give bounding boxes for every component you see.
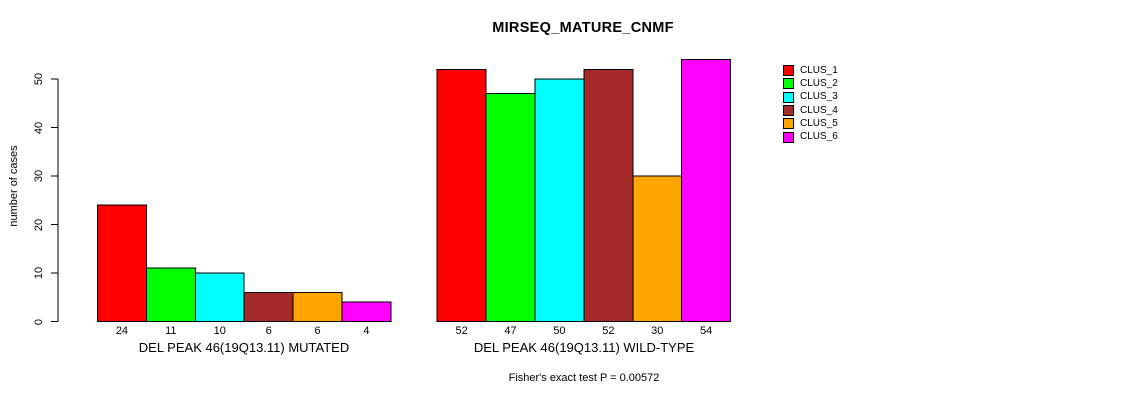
bar-value-label: 52 [602,325,615,337]
bar-value-label: 6 [314,325,321,337]
bar-clus_4-group1 [583,68,634,322]
legend: CLUS_1 CLUS_2 CLUS_3 CLUS_4 CLUS_5 CLUS_6 [783,64,838,144]
x-axis-group-label-mutated: DEL PEAK 46(19Q13.11) MUTATED [138,340,350,355]
legend-label: CLUS_2 [800,77,838,89]
legend-swatch-icon [783,131,794,143]
legend-swatch-icon [783,78,794,90]
legend-item-clus_4: CLUS_4 [783,104,838,117]
bar-value-label: 6 [265,325,272,337]
bar-value-label: 52 [455,325,468,337]
y-axis-tick-label: 50 [33,72,45,86]
bar-clus_6-group0 [341,301,392,323]
bar-value-label: 10 [213,325,226,337]
bar-value-label: 24 [115,325,129,337]
y-axis-tick-label: 30 [33,169,45,183]
y-axis-tick-label: 0 [33,318,45,325]
bar-value-label: 50 [553,325,566,337]
y-axis-tick-label: 20 [33,218,45,231]
legend-label: CLUS_4 [800,104,838,116]
legend-swatch-icon [783,65,794,77]
bar-clus_3-group0 [194,272,245,322]
legend-item-clus_6: CLUS_6 [783,131,838,144]
bar-clus_2-group0 [145,267,196,322]
legend-label: CLUS_1 [800,64,838,76]
legend-label: CLUS_5 [800,117,838,129]
legend-label: CLUS_3 [800,91,838,103]
bar-value-label: 30 [651,325,664,337]
bar-value-label: 4 [363,325,370,337]
bar-clus_5-group0 [292,291,343,322]
bar-clus_2-group1 [485,93,536,322]
legend-item-clus_3: CLUS_3 [783,91,838,104]
bar-clus_5-group1 [632,175,683,322]
bar-clus_3-group1 [534,78,585,322]
x-axis-group-label-wildtype: DEL PEAK 46(19Q13.11) WILD-TYPE [473,340,695,355]
bar-clus_4-group0 [243,291,294,322]
legend-item-clus_5: CLUS_5 [783,117,838,130]
legend-label: CLUS_6 [800,131,838,143]
bar-value-label: 54 [700,325,713,337]
bar-clus_6-group1 [681,59,732,322]
y-axis-tick-label: 40 [33,121,45,134]
bar-value-label: 47 [504,325,517,337]
chart-title: MIRSEQ_MATURE_CNMF [492,20,674,36]
bar-clus_1-group0 [97,204,147,323]
legend-item-clus_2: CLUS_2 [783,77,838,90]
legend-item-clus_1: CLUS_1 [783,64,838,77]
bar-value-label: 11 [165,325,177,337]
legend-swatch-icon [783,91,794,103]
y-axis-tick-label: 10 [33,266,45,280]
legend-swatch-icon [783,118,794,130]
legend-swatch-icon [783,105,794,117]
fisher-test-annotation: Fisher's exact test P = 0.00572 [508,372,660,384]
bar-clus_1-group1 [436,68,487,322]
